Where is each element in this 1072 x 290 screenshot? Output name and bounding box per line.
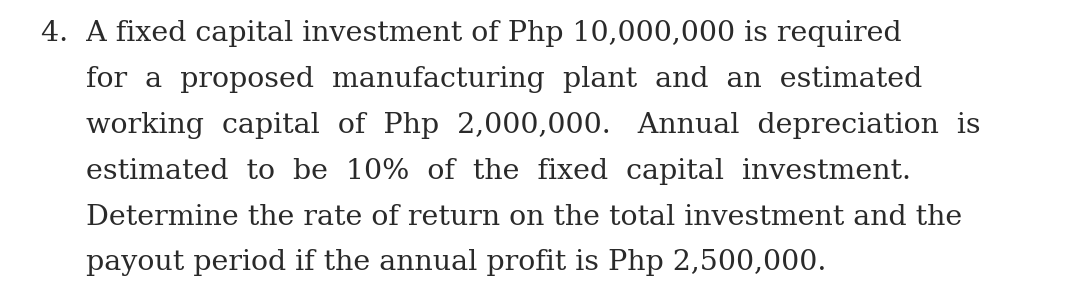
Text: Determine the rate of return on the total investment and the: Determine the rate of return on the tota… bbox=[41, 204, 962, 231]
Text: estimated  to  be  10%  of  the  fixed  capital  investment.: estimated to be 10% of the fixed capital… bbox=[41, 158, 911, 185]
Text: working  capital  of  Php  2,000,000.   Annual  depreciation  is: working capital of Php 2,000,000. Annual… bbox=[41, 112, 981, 139]
Text: 4.  A fixed capital investment of Php 10,000,000 is required: 4. A fixed capital investment of Php 10,… bbox=[41, 20, 902, 47]
Text: for  a  proposed  manufacturing  plant  and  an  estimated: for a proposed manufacturing plant and a… bbox=[41, 66, 922, 93]
Text: payout period if the annual profit is Php 2,500,000.: payout period if the annual profit is Ph… bbox=[41, 249, 827, 276]
